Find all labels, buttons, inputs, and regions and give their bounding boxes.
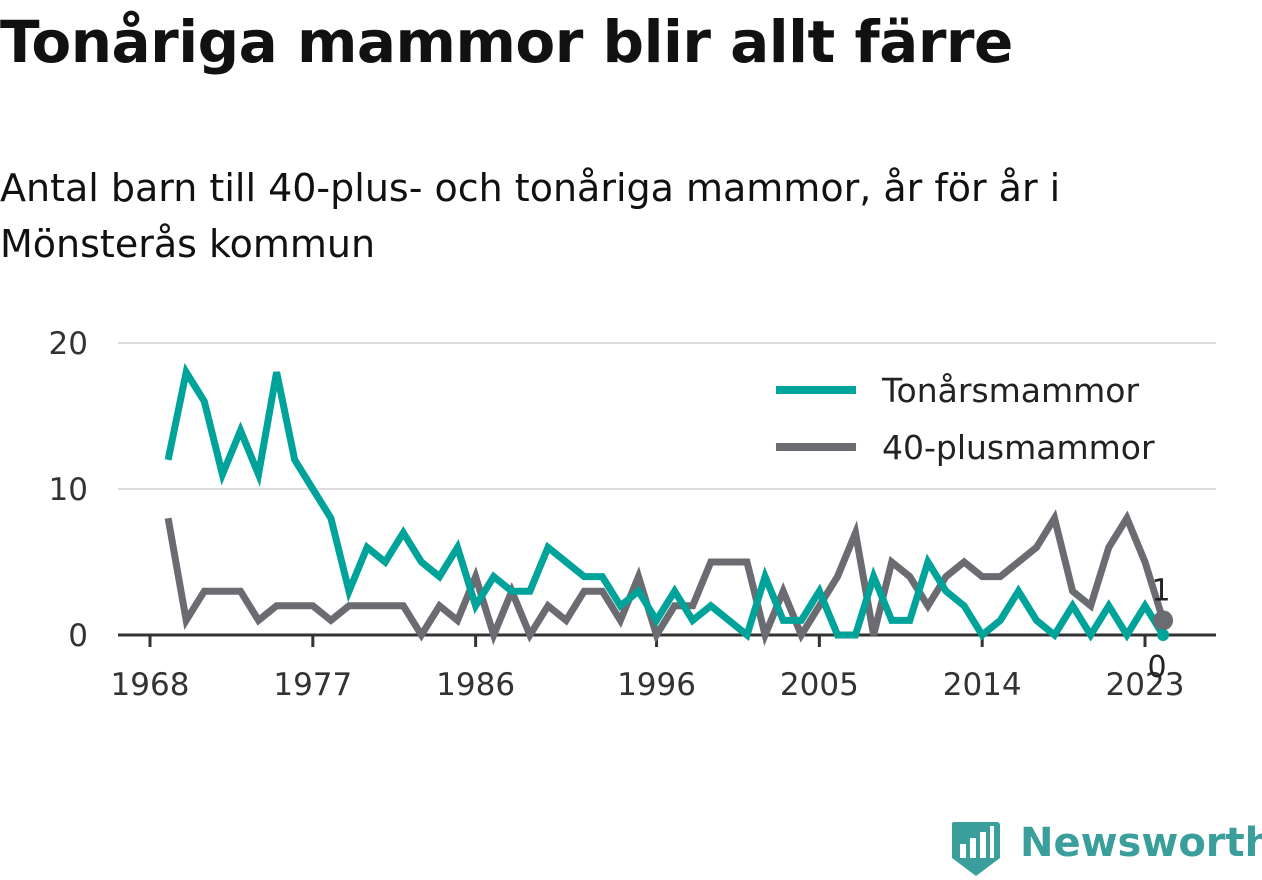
newsworthy-logo: Newsworthy — [950, 818, 1262, 876]
chart-subtitle: Antal barn till 40-plus- och tonåriga ma… — [0, 166, 1061, 266]
legend-label-40plusmammor: 40-plusmammor — [882, 428, 1155, 467]
x-tick-label: 1996 — [617, 667, 696, 703]
end-label-tonarsmammor: 0 — [1148, 650, 1167, 685]
x-tick-label: 2023 — [1106, 667, 1185, 703]
chart-title: Tonåriga mammor blir allt färre — [0, 8, 1013, 76]
y-tick-label: 20 — [49, 326, 88, 362]
y-tick-label: 10 — [49, 472, 88, 508]
x-tick-label: 1986 — [436, 667, 515, 703]
y-axis-ticks: 0 10 20 — [49, 326, 88, 654]
x-tick-label: 1977 — [273, 667, 352, 703]
x-tick-label: 1968 — [111, 667, 190, 703]
endpoint-dot-40plusmammor — [1153, 610, 1174, 631]
legend: Tonårsmammor 40-plusmammor — [776, 371, 1155, 467]
y-tick-label: 0 — [68, 618, 88, 654]
x-tick-label: 2014 — [943, 667, 1022, 703]
end-labels: 10 — [1148, 573, 1174, 685]
bar-chart-badge-icon — [951, 822, 1000, 876]
legend-label-tonarsmammor: Tonårsmammor — [881, 371, 1139, 410]
series-line-40plusmammor — [164, 509, 1167, 647]
x-axis-ticks: 1968 1977 1986 1996 2005 2014 2023 — [111, 635, 1185, 703]
gridlines — [118, 342, 1216, 490]
end-label-40plusmammor: 1 — [1152, 573, 1171, 608]
x-tick-label: 2005 — [780, 667, 859, 703]
logo-wordmark: Newsworthy — [1020, 820, 1262, 866]
series-lines — [164, 362, 1167, 647]
series-line-tonarsmammor — [164, 362, 1167, 642]
endpoint-dot-tonarsmammor — [1157, 629, 1170, 641]
